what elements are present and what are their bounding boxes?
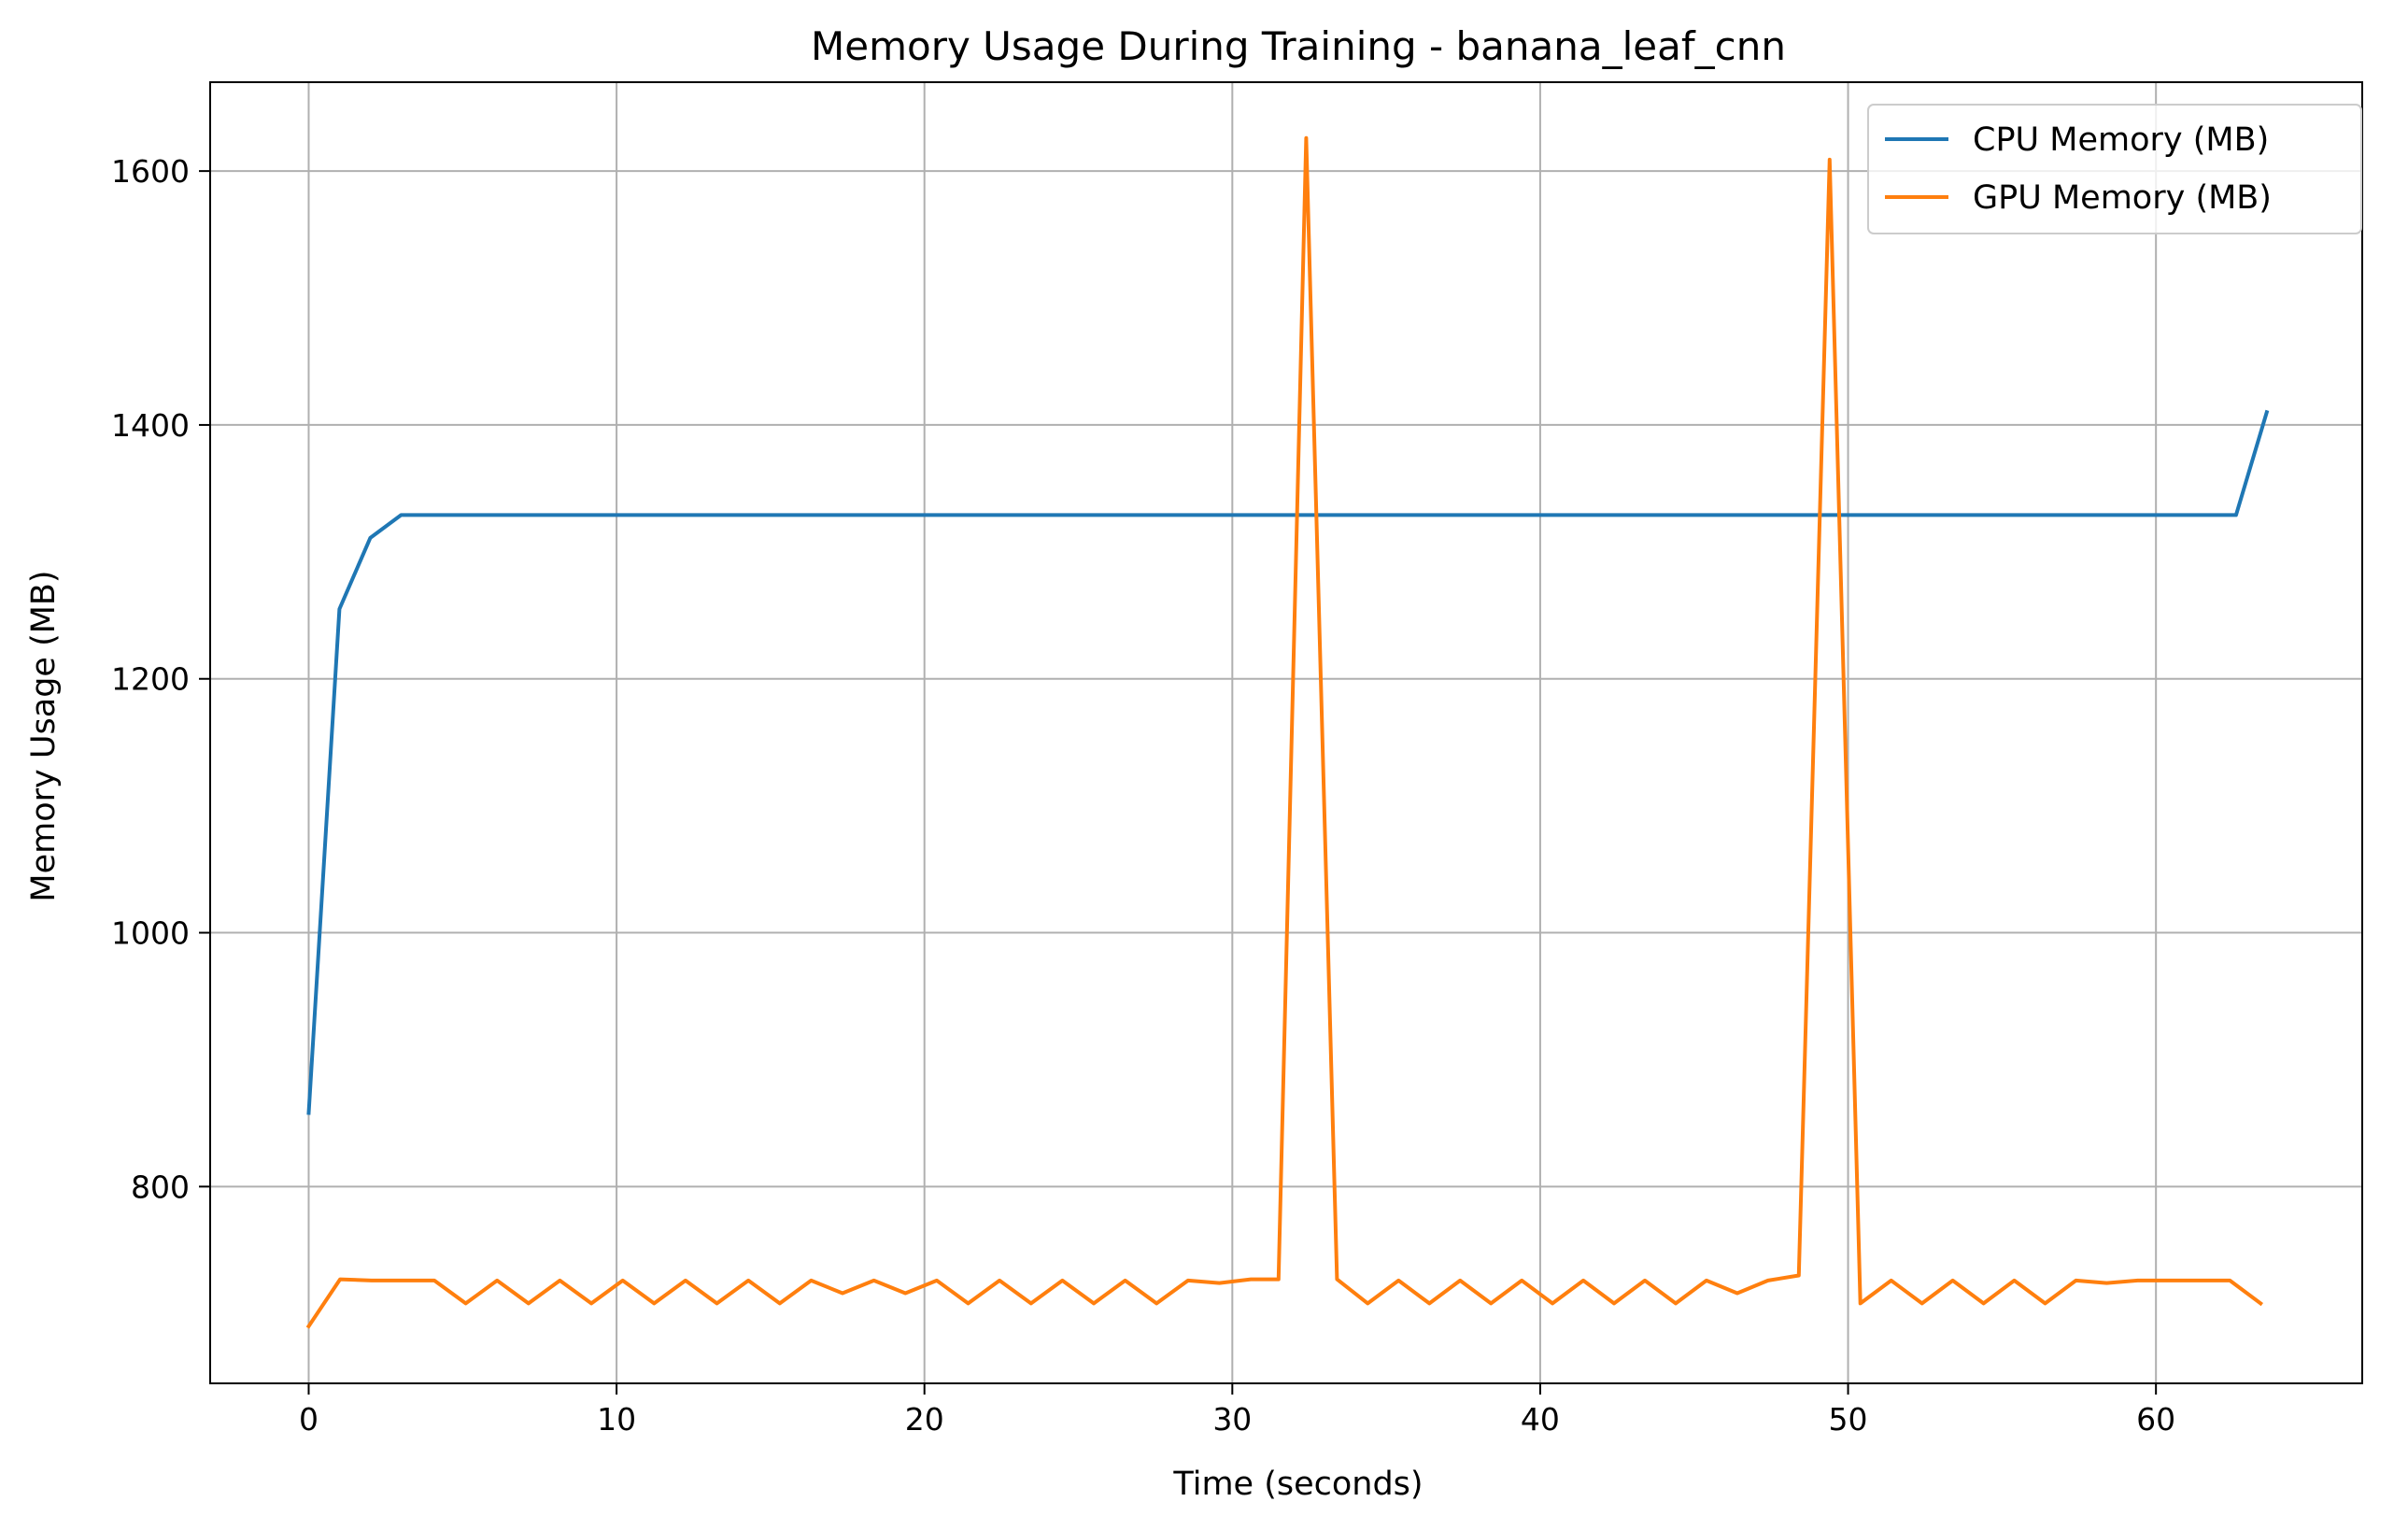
y-tick-label: 1400 [111, 407, 190, 444]
x-tick-label: 0 [299, 1401, 319, 1438]
y-tick-label: 1000 [111, 915, 190, 952]
legend-label-cpu-memory: CPU Memory (MB) [1973, 121, 2269, 159]
x-axis-ticks: 0 10 20 30 40 50 60 [299, 1383, 2175, 1438]
legend-box [1867, 104, 2362, 234]
grid-lines [210, 82, 2362, 1383]
x-tick-label: 60 [2136, 1401, 2175, 1438]
y-axis-ticks: 800 1000 1200 1400 1600 [111, 153, 210, 1205]
y-tick-label: 1200 [111, 661, 190, 698]
x-tick-label: 10 [597, 1401, 636, 1438]
x-tick-label: 50 [1829, 1401, 1868, 1438]
legend: CPU Memory (MB) GPU Memory (MB) [1867, 104, 2362, 234]
x-tick-label: 30 [1212, 1401, 1252, 1438]
y-tick-label: 1600 [111, 153, 190, 190]
series-lines [305, 135, 2270, 1329]
plot-frame [209, 81, 2363, 1384]
y-axis-label: Memory Usage (MB) [25, 570, 63, 901]
x-tick-label: 40 [1521, 1401, 1560, 1438]
x-axis-label: Time (seconds) [1172, 1466, 1423, 1503]
y-tick-label: 800 [131, 1169, 190, 1205]
series-line-gpu-memory-mb [305, 135, 2263, 1329]
legend-label-gpu-memory: GPU Memory (MB) [1973, 179, 2272, 217]
series-line-cpu-memory-mb [306, 409, 2270, 1115]
x-tick-label: 20 [905, 1401, 944, 1438]
chart-title: Memory Usage During Training - banana_le… [811, 23, 1786, 69]
